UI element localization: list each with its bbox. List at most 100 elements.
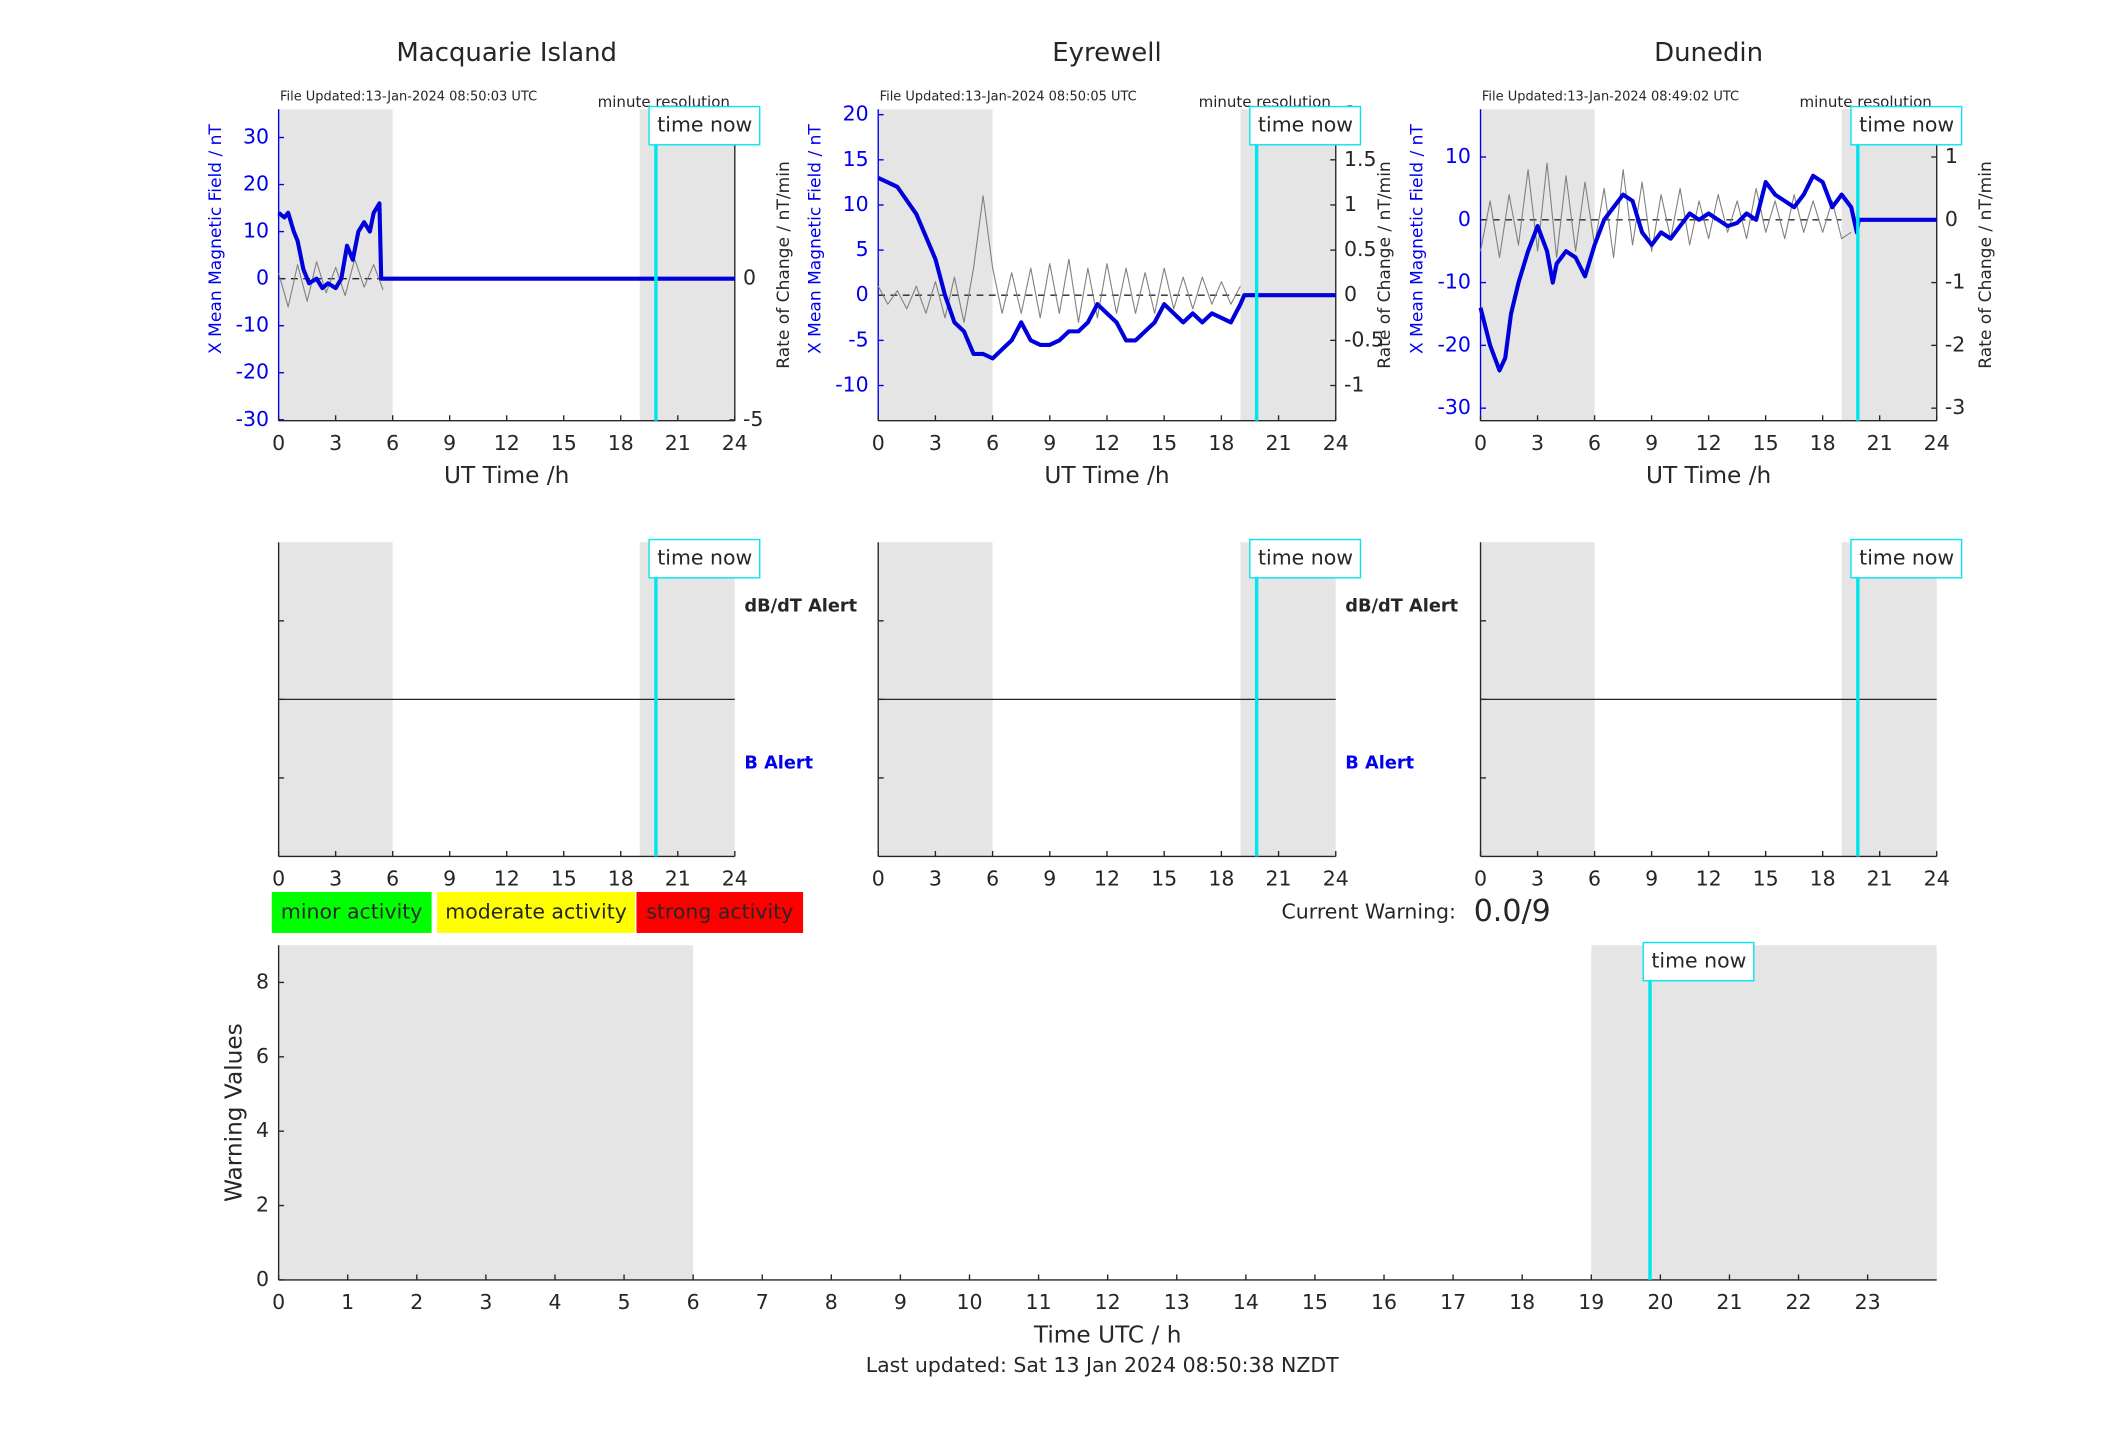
x-tick-label: 9 bbox=[1043, 867, 1056, 891]
y-tick-label: 20 bbox=[243, 172, 269, 196]
time-now-label: time now bbox=[657, 546, 752, 570]
y2-tick-label: -1 bbox=[1945, 270, 1965, 294]
y-tick-label: 0 bbox=[256, 1267, 269, 1291]
x-tick-label: 24 bbox=[722, 431, 748, 455]
x-tick-label: 24 bbox=[1924, 867, 1950, 891]
x-tick-label: 21 bbox=[665, 431, 691, 455]
x-tick-label: 12 bbox=[494, 431, 520, 455]
level-swatch bbox=[437, 891, 636, 933]
y-axis-label: X Mean Magnetic Field / nT bbox=[805, 124, 825, 354]
level-label: minor activity bbox=[281, 899, 422, 923]
y-axis-label: Warning Values bbox=[220, 1023, 247, 1202]
y-tick-label: 10 bbox=[843, 192, 869, 216]
x-tick-label: 0 bbox=[1474, 867, 1487, 891]
level-swatch bbox=[636, 891, 804, 933]
x-tick-label: 18 bbox=[1810, 867, 1836, 891]
x-tick-label: 18 bbox=[1208, 431, 1234, 455]
shaded-region bbox=[1240, 109, 1336, 421]
x-tick-label: 5 bbox=[618, 1290, 631, 1314]
y2-tick-label: 0 bbox=[743, 266, 756, 290]
x-axis-label: UT Time /h bbox=[1646, 462, 1771, 489]
alert-label: B Alert bbox=[744, 754, 813, 774]
time-now-label: time now bbox=[1258, 546, 1353, 570]
y-tick-label: -20 bbox=[236, 360, 269, 384]
x-tick-label: 6 bbox=[986, 431, 999, 455]
x-tick-label: 6 bbox=[1588, 867, 1601, 891]
x-tick-label: 21 bbox=[1867, 867, 1893, 891]
field-line bbox=[1478, 173, 1937, 373]
rate-line bbox=[278, 258, 384, 308]
time-now-label: time now bbox=[1859, 546, 1954, 570]
time-now-label: time now bbox=[1859, 113, 1954, 137]
x-tick-label: 0 bbox=[872, 431, 885, 455]
y-tick-label: -30 bbox=[1438, 395, 1471, 419]
x-tick-label: 12 bbox=[1696, 867, 1722, 891]
x-tick-label: 6 bbox=[1588, 431, 1601, 455]
field-line bbox=[277, 201, 735, 291]
y2-tick-label: 0 bbox=[1344, 282, 1357, 306]
x-tick-label: 15 bbox=[1151, 431, 1177, 455]
x-tick-label: 24 bbox=[722, 867, 748, 891]
y2-tick-label: 0.5 bbox=[1344, 237, 1377, 261]
x-tick-label: 11 bbox=[1026, 1290, 1052, 1314]
x-tick-label: 3 bbox=[929, 431, 942, 455]
shaded-region bbox=[639, 109, 735, 421]
shaded-region bbox=[278, 109, 393, 421]
x-tick-label: 21 bbox=[1716, 1290, 1742, 1314]
y-tick-label: 0 bbox=[256, 266, 269, 290]
x-tick-label: 0 bbox=[272, 1290, 285, 1314]
x-tick-label: 9 bbox=[894, 1290, 907, 1314]
x-tick-label: 21 bbox=[1266, 867, 1292, 891]
level-label: moderate activity bbox=[445, 899, 627, 923]
field-line bbox=[877, 175, 1336, 361]
level-label: strong activity bbox=[646, 899, 793, 923]
y-tick-label: 6 bbox=[256, 1044, 269, 1068]
chart-title: Macquarie Island bbox=[396, 38, 617, 68]
rate-line bbox=[877, 195, 1241, 323]
file-note: File Updated:13-Jan-2024 08:50:03 UTC bbox=[280, 89, 537, 104]
x-axis-label: UT Time /h bbox=[444, 462, 569, 489]
x-tick-label: 15 bbox=[551, 867, 577, 891]
x-tick-label: 9 bbox=[1043, 431, 1056, 455]
y2-tick-label: -2 bbox=[1945, 332, 1965, 356]
file-note: File Updated:13-Jan-2024 08:49:02 UTC bbox=[1482, 89, 1739, 104]
chart-title: Dunedin bbox=[1654, 38, 1763, 68]
time-now-box bbox=[1249, 538, 1362, 579]
y-axis-label: X Mean Magnetic Field / nT bbox=[1408, 124, 1428, 354]
x-tick-label: 9 bbox=[1645, 867, 1658, 891]
x-tick-label: 7 bbox=[756, 1290, 769, 1314]
x-tick-label: 17 bbox=[1440, 1290, 1466, 1314]
x-tick-label: 23 bbox=[1855, 1290, 1881, 1314]
x-tick-label: 12 bbox=[1094, 867, 1120, 891]
time-now-box bbox=[648, 105, 761, 146]
y-tick-label: 20 bbox=[843, 102, 869, 126]
x-tick-label: 12 bbox=[1696, 431, 1722, 455]
y2-axis-label: Rate of Change / nT/min bbox=[1375, 161, 1395, 369]
x-tick-label: 12 bbox=[494, 867, 520, 891]
y2-tick-label: -1 bbox=[1344, 373, 1364, 397]
alert-label: dB/dT Alert bbox=[1345, 596, 1458, 616]
y-axis-label: X Mean Magnetic Field / nT bbox=[206, 124, 226, 354]
file-note: File Updated:13-Jan-2024 08:50:05 UTC bbox=[880, 89, 1137, 104]
x-tick-label: 3 bbox=[1531, 431, 1544, 455]
x-axis-label: Time UTC / h bbox=[1033, 1321, 1182, 1348]
time-now-label: time now bbox=[1258, 113, 1353, 137]
x-tick-label: 14 bbox=[1233, 1290, 1259, 1314]
y-tick-label: 0 bbox=[856, 282, 869, 306]
level-swatch bbox=[271, 891, 432, 933]
time-now-box bbox=[1249, 105, 1362, 146]
x-tick-label: 21 bbox=[1266, 431, 1292, 455]
time-now-box bbox=[1642, 941, 1755, 982]
y2-tick-label: 0 bbox=[1945, 207, 1958, 231]
x-tick-label: 16 bbox=[1371, 1290, 1397, 1314]
y-tick-label: -20 bbox=[1438, 332, 1471, 356]
y-tick-label: 4 bbox=[256, 1118, 269, 1142]
x-tick-label: 12 bbox=[1094, 431, 1120, 455]
y2-tick-label: 1.5 bbox=[1344, 147, 1377, 171]
current-warning-value: 0.0/9 bbox=[1474, 894, 1551, 929]
x-tick-label: 15 bbox=[551, 431, 577, 455]
shaded-region bbox=[278, 945, 694, 1280]
x-tick-label: 9 bbox=[1645, 431, 1658, 455]
x-tick-label: 20 bbox=[1647, 1290, 1673, 1314]
